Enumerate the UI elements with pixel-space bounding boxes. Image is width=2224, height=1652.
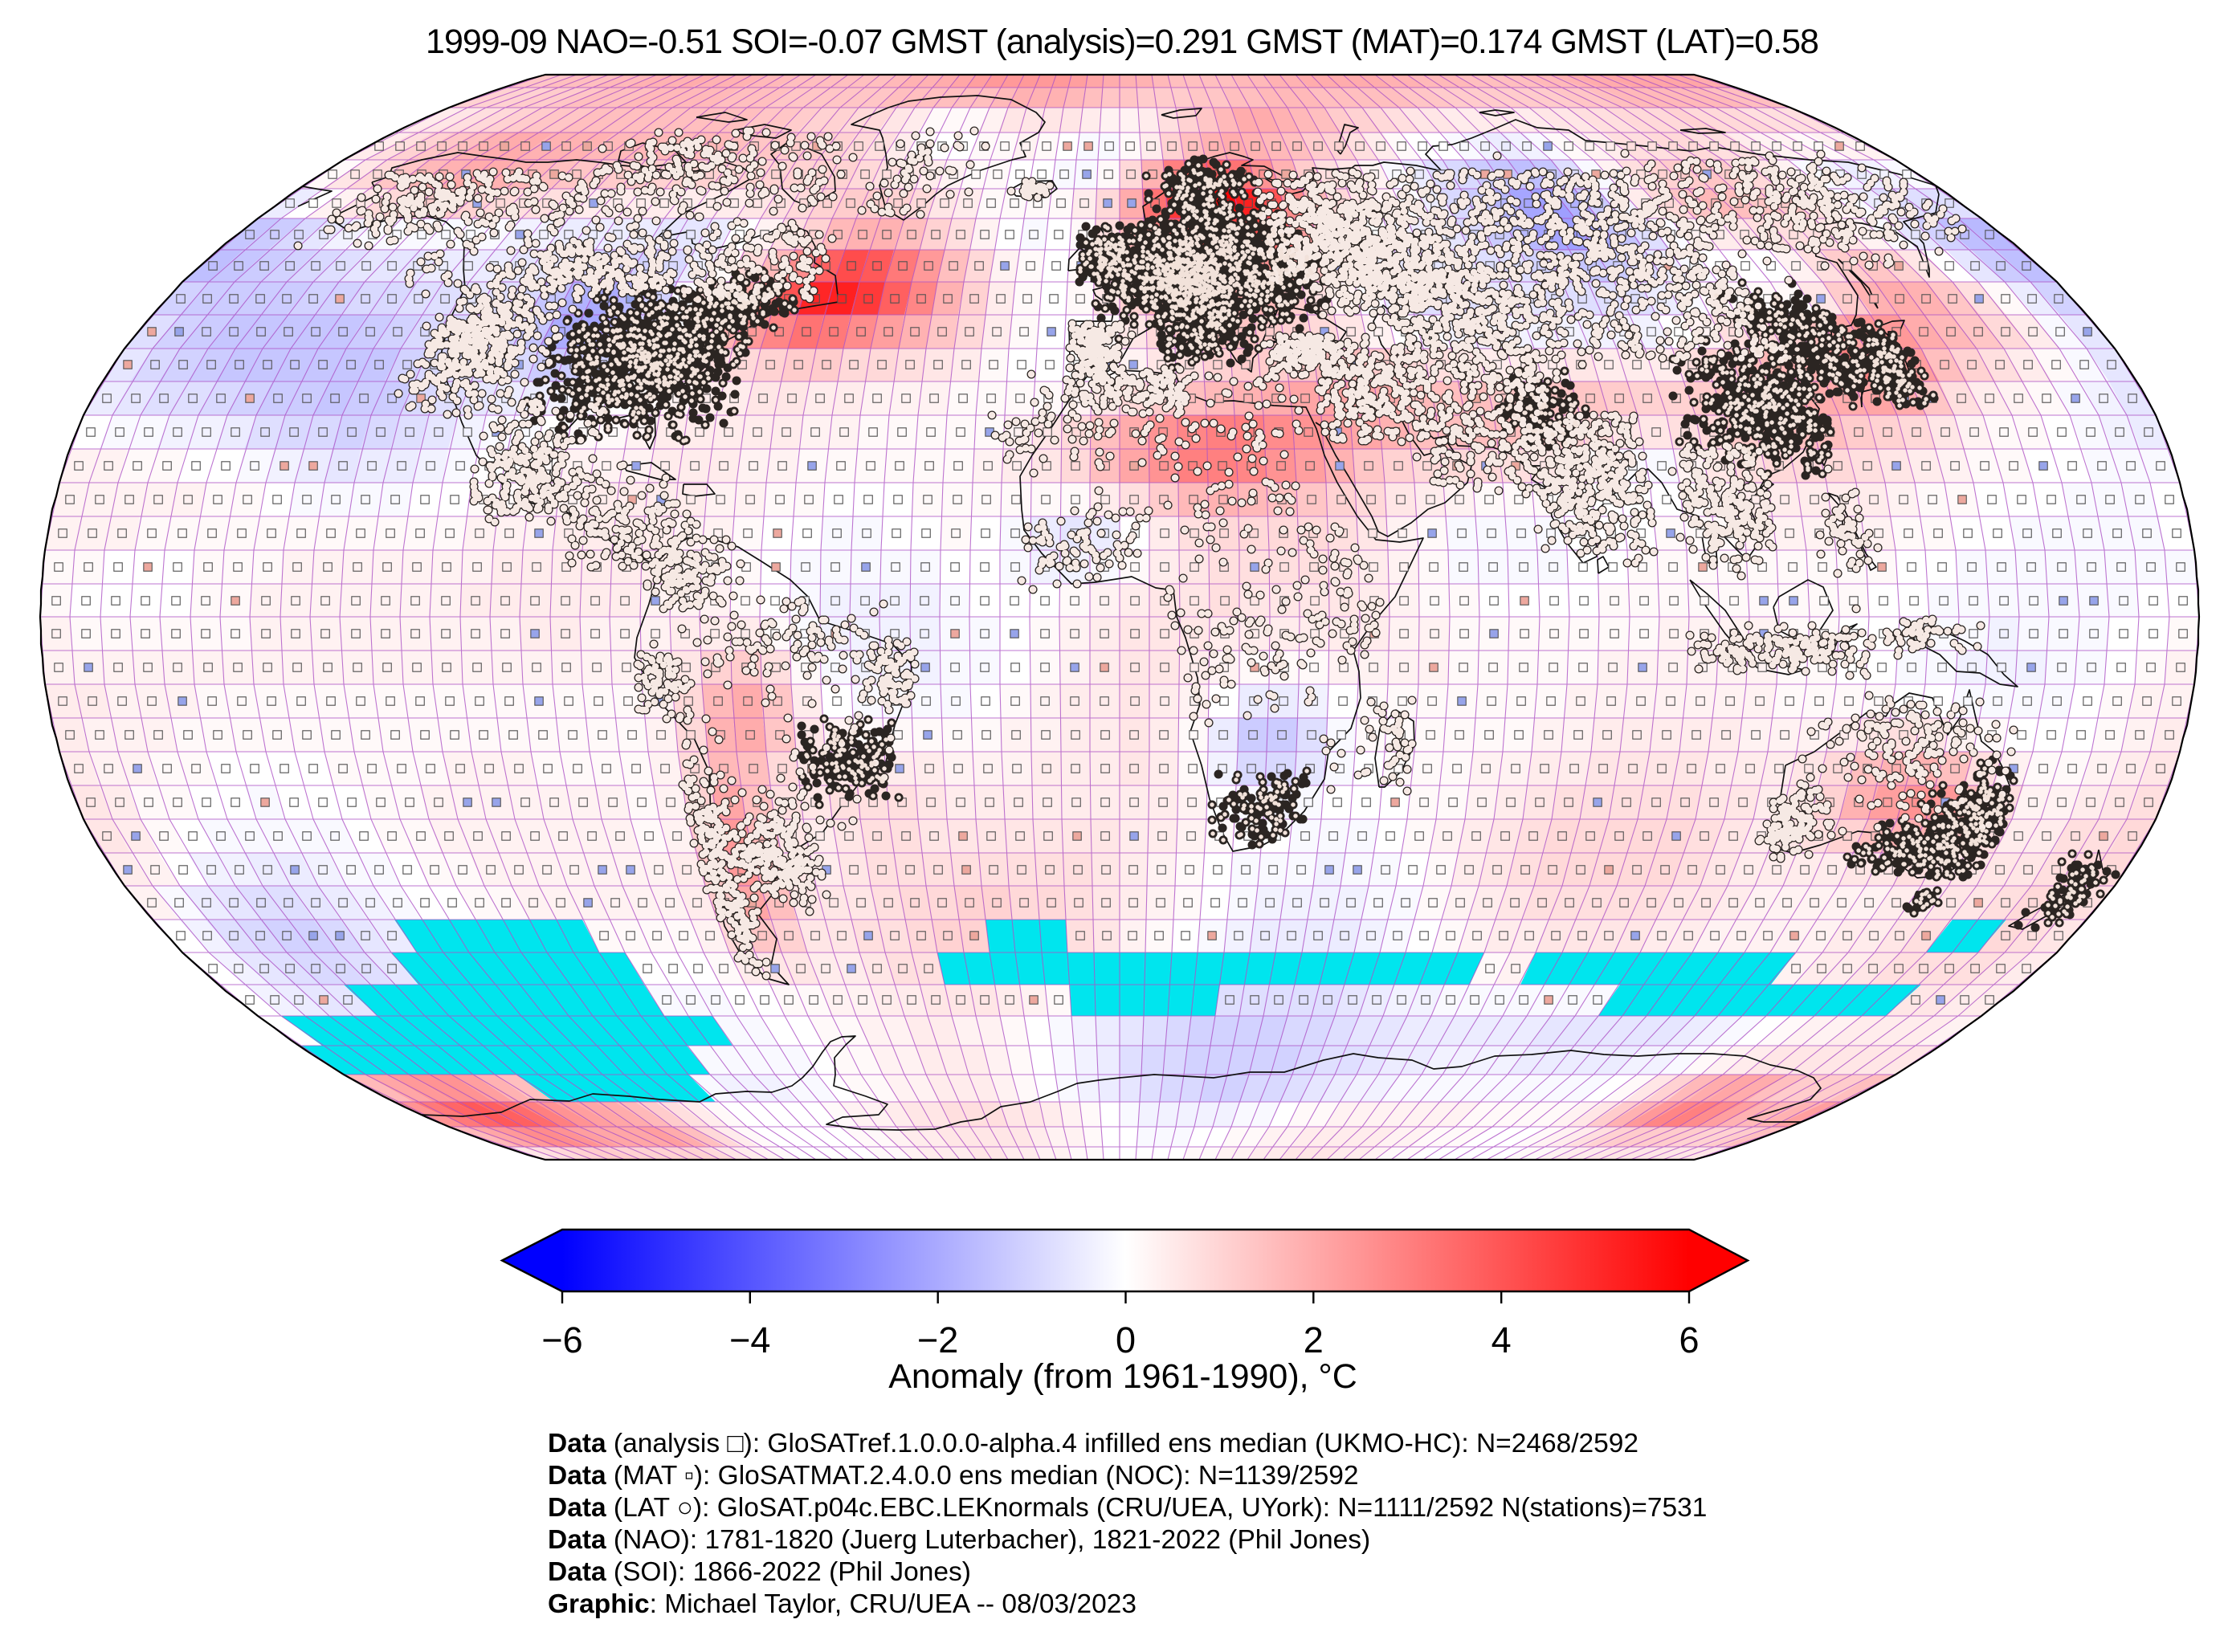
svg-text:Data (MAT ▫): GloSATMAT.2.4.0.: Data (MAT ▫): GloSATMAT.2.4.0.0 ens medi… [548, 1461, 1359, 1491]
svg-text:Data (LAT ○): GloSAT.p04c.EBC.: Data (LAT ○): GloSAT.p04c.EBC.LEKnormals… [548, 1493, 1707, 1523]
svg-text:Graphic: Michael Taylor, CRU/U: Graphic: Michael Taylor, CRU/UEA -- 08/0… [548, 1589, 1136, 1619]
svg-text:Data (SOI): 1866-2022 (Phil Jo: Data (SOI): 1866-2022 (Phil Jones) [548, 1557, 971, 1587]
svg-text:0: 0 [1116, 1320, 1136, 1360]
svg-text:Anomaly (from 1961-1990), °C: Anomaly (from 1961-1990), °C [888, 1357, 1357, 1396]
svg-text:Data (NAO): 1781-1820 (Juerg L: Data (NAO): 1781-1820 (Juerg Luterbacher… [548, 1525, 1370, 1555]
svg-text:−2: −2 [917, 1320, 958, 1360]
svg-text:4: 4 [1492, 1320, 1512, 1360]
svg-text:6: 6 [1679, 1320, 1699, 1360]
svg-text:2: 2 [1304, 1320, 1324, 1360]
svg-text:Data (analysis □): GloSATref.1: Data (analysis □): GloSATref.1.0.0.0-alp… [548, 1429, 1638, 1458]
svg-text:−6: −6 [541, 1320, 582, 1360]
svg-text:1999-09 NAO=-0.51 SOI=-0.07 GM: 1999-09 NAO=-0.51 SOI=-0.07 GMST (analys… [426, 22, 1818, 61]
svg-text:−4: −4 [729, 1320, 770, 1360]
